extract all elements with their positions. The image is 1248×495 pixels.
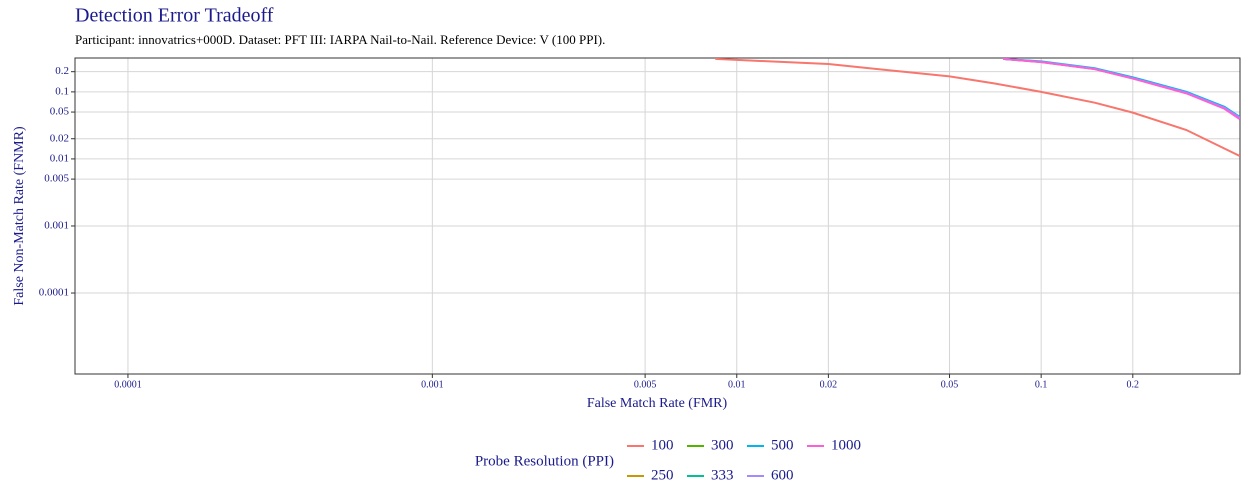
legend-label: 600 <box>771 467 794 483</box>
series-group <box>715 58 1240 158</box>
x-axis-label: False Match Rate (FMR) <box>587 396 728 411</box>
legend-title: Probe Resolution (PPI) <box>475 453 614 469</box>
series-line <box>1003 58 1240 121</box>
x-tick-label: 0.05 <box>941 379 959 390</box>
y-tick-label: 0.01 <box>50 152 69 164</box>
chart-subtitle: Participant: innovatrics+000D. Dataset: … <box>75 32 605 47</box>
legend-label: 500 <box>771 437 794 453</box>
x-tick-label: 0.02 <box>820 379 838 390</box>
x-tick-label: 0.2 <box>1127 379 1140 390</box>
x-tick-label: 0.005 <box>634 379 657 390</box>
series-line <box>715 58 1240 158</box>
y-axis-label: False Non-Match Rate (FNMR) <box>12 126 27 306</box>
legend-label: 333 <box>711 467 734 483</box>
x-tick-label: 0.001 <box>421 379 444 390</box>
legend-label: 1000 <box>831 437 861 453</box>
y-tick-label: 0.02 <box>50 132 69 144</box>
y-tick-label: 0.005 <box>44 173 69 185</box>
legend-label: 250 <box>651 467 674 483</box>
x-tick-label: 0.0001 <box>114 379 142 390</box>
legend-label: 100 <box>651 437 674 453</box>
legend-label: 300 <box>711 437 734 453</box>
x-tick-label: 0.01 <box>728 379 746 390</box>
y-tick-label: 0.0001 <box>39 287 69 299</box>
plot-border <box>74 57 1241 375</box>
chart-title: Detection Error Tradeoff <box>75 5 274 27</box>
y-tick-label: 0.1 <box>55 85 69 97</box>
y-tick-label: 0.001 <box>44 220 69 232</box>
x-tick-label: 0.1 <box>1035 379 1048 390</box>
plot-area <box>75 58 1240 374</box>
y-tick-label: 0.2 <box>55 65 69 77</box>
y-tick-label: 0.05 <box>50 106 70 118</box>
